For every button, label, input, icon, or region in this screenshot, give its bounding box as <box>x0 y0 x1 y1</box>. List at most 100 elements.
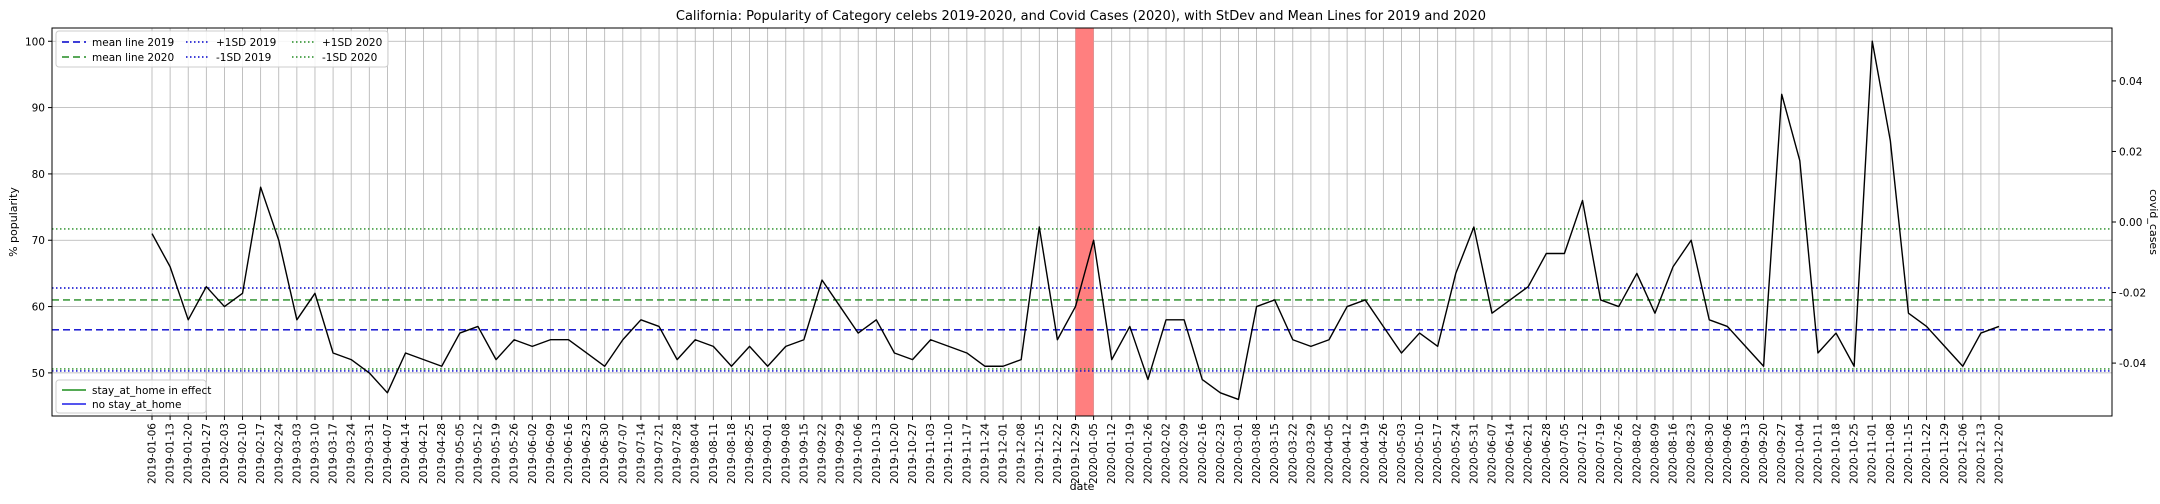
y-tick-label: 50 <box>32 368 45 380</box>
x-tick-label: 2020-10-25 <box>1849 423 1861 484</box>
x-tick-label: 2020-06-14 <box>1505 423 1517 484</box>
x-tick-label: 2019-01-20 <box>183 423 195 484</box>
y-axis-label: % popularity <box>7 187 20 257</box>
x-tick-label: 2019-04-21 <box>418 423 430 484</box>
x-tick-label: 2020-06-21 <box>1523 423 1535 484</box>
legend-label: +1SD 2020 <box>322 37 382 49</box>
x-tick-label: 2019-03-17 <box>328 423 340 484</box>
legend-label: no stay_at_home <box>92 399 181 411</box>
x-tick-label: 2019-01-27 <box>201 423 213 484</box>
x-axis-label: date <box>1070 480 1095 493</box>
x-tick-label: 2020-11-22 <box>1921 423 1933 484</box>
x-tick-label: 2020-12-13 <box>1975 423 1987 484</box>
y-right-tick-label: 0.04 <box>2119 76 2143 88</box>
x-tick-label: 2020-08-02 <box>1631 423 1643 484</box>
x-tick-label: 2020-04-12 <box>1342 423 1354 484</box>
x-tick-label: 2019-07-28 <box>672 423 684 484</box>
legend-bottom: stay_at_home in effect no stay_at_home <box>55 379 211 414</box>
x-tick-label: 2020-11-01 <box>1867 423 1879 484</box>
x-tick-label: 2019-03-10 <box>309 423 321 484</box>
x-tick-label: 2019-07-21 <box>654 423 666 484</box>
x-tick-label: 2019-09-15 <box>798 423 810 484</box>
chart-title: California: Popularity of Category celeb… <box>676 9 1486 24</box>
x-tick-label: 2020-01-19 <box>1124 423 1136 484</box>
x-tick-label: 2020-08-16 <box>1668 423 1680 484</box>
y-right-tick-label: -0.02 <box>2119 288 2146 300</box>
x-tick-label: 2019-12-08 <box>1016 423 1028 484</box>
x-tick-label: 2019-04-14 <box>400 423 412 484</box>
highlight-span <box>1075 28 1094 416</box>
x-tick-label: 2020-08-30 <box>1704 423 1716 484</box>
x-tick-label: 2019-11-24 <box>979 423 991 484</box>
x-tick-label: 2019-07-07 <box>617 423 629 484</box>
x-tick-label: 2020-01-26 <box>1142 423 1154 484</box>
x-tick-label: 2020-07-19 <box>1595 423 1607 484</box>
x-tick-label: 2019-06-23 <box>581 423 593 484</box>
x-tick-label: 2020-07-12 <box>1577 423 1589 484</box>
x-tick-label: 2020-06-28 <box>1541 423 1553 484</box>
x-tick-label: 2020-08-09 <box>1649 423 1661 484</box>
y-right-tick-label: 0.02 <box>2119 146 2142 158</box>
x-tick-label: 2020-04-05 <box>1324 423 1336 484</box>
x-tick-label: 2020-11-29 <box>1939 423 1951 484</box>
x-tick-label: 2019-03-24 <box>346 423 358 484</box>
x-tick-label: 2019-08-04 <box>690 423 702 484</box>
x-tick-label: 2019-02-24 <box>273 423 285 484</box>
x-tick-label: 2019-10-06 <box>853 423 865 484</box>
legend-bottom-box <box>55 379 207 414</box>
x-tick-label: 2020-07-26 <box>1613 423 1625 484</box>
series-line <box>151 40 2000 401</box>
x-tick-label: 2019-11-17 <box>961 423 973 484</box>
x-tick-label: 2019-03-31 <box>364 423 376 484</box>
x-tick-label: 2020-02-16 <box>1197 423 1209 484</box>
x-tick-label: 2019-11-10 <box>943 423 955 484</box>
x-tick-label: 2019-06-16 <box>563 423 575 484</box>
y-axis-ticks: 50 60 70 80 90 100 <box>25 36 52 380</box>
x-tick-label: 2020-12-20 <box>1994 423 2006 484</box>
y-tick-label: 90 <box>32 103 45 115</box>
y-tick-label: 100 <box>25 36 45 48</box>
x-tick-label: 2020-01-05 <box>1088 423 1100 484</box>
x-tick-label: 2020-09-06 <box>1722 423 1734 484</box>
x-tick-label: 2020-04-19 <box>1360 423 1372 484</box>
x-tick-label: 2020-05-03 <box>1396 423 1408 484</box>
y-tick-label: 60 <box>32 302 45 314</box>
x-tick-label: 2019-08-11 <box>708 423 720 484</box>
x-tick-label: 2019-04-28 <box>436 423 448 484</box>
x-tick-label: 2019-04-07 <box>382 423 394 484</box>
x-tick-label: 2019-06-30 <box>599 423 611 484</box>
x-tick-label: 2020-03-08 <box>1251 423 1263 484</box>
legend-top-box <box>55 30 389 68</box>
y-right-tick-label: 0.00 <box>2119 217 2142 229</box>
x-tick-label: 2019-05-12 <box>472 423 484 484</box>
x-tick-label: 2020-10-04 <box>1794 423 1806 484</box>
x-tick-label: 2020-04-26 <box>1378 423 1390 484</box>
x-tick-label: 2019-09-22 <box>816 423 828 484</box>
x-tick-label: 2019-09-29 <box>835 423 847 484</box>
x-tick-label: 2019-05-05 <box>454 423 466 484</box>
x-tick-label: 2020-02-02 <box>1161 423 1173 484</box>
x-tick-label: 2020-03-15 <box>1269 423 1281 484</box>
x-tick-label: 2019-12-29 <box>1070 423 1082 484</box>
x-tick-label: 2020-10-18 <box>1831 423 1843 484</box>
x-tick-label: 2020-03-22 <box>1287 423 1299 484</box>
x-tick-label: 2020-02-23 <box>1215 423 1227 484</box>
x-tick-label: 2019-06-09 <box>545 423 557 484</box>
x-tick-label: 2019-02-10 <box>237 423 249 484</box>
x-tick-label: 2019-02-03 <box>219 423 231 484</box>
x-tick-label: 2020-03-01 <box>1233 423 1245 484</box>
legend-label: mean line 2019 <box>92 37 174 49</box>
legend-label: +1SD 2019 <box>216 37 276 49</box>
y-right-tick-label: -0.04 <box>2119 358 2146 370</box>
x-tick-label: 2019-12-22 <box>1052 423 1064 484</box>
x-tick-label: 2020-09-13 <box>1740 423 1752 484</box>
covid-span-rect <box>1075 28 1094 416</box>
x-tick-label: 2019-10-20 <box>889 423 901 484</box>
series-lines <box>151 40 2000 401</box>
x-tick-label: 2019-01-06 <box>147 423 159 484</box>
x-tick-label: 2019-05-19 <box>491 423 503 484</box>
x-tick-label: 2020-06-07 <box>1486 423 1498 484</box>
x-tick-label: 2019-11-03 <box>925 423 937 484</box>
y-axis-right-label: covid_cases <box>2147 189 2160 255</box>
